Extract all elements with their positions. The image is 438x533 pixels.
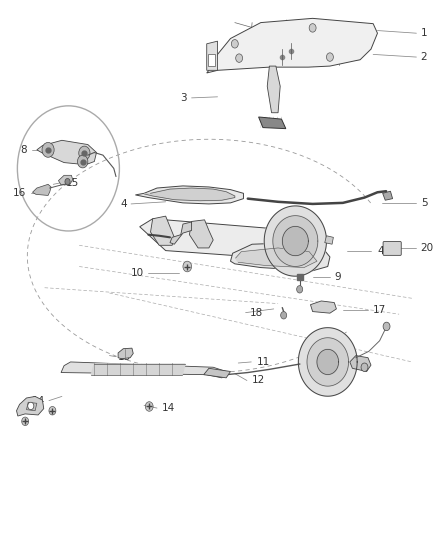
Text: 2: 2: [421, 52, 427, 62]
Circle shape: [281, 312, 287, 319]
Text: 9: 9: [334, 272, 341, 282]
Text: 8: 8: [21, 145, 27, 155]
FancyBboxPatch shape: [383, 241, 401, 255]
Circle shape: [22, 417, 28, 425]
Polygon shape: [208, 54, 215, 66]
Text: 12: 12: [252, 375, 265, 385]
Circle shape: [183, 261, 191, 272]
Text: 1: 1: [421, 28, 427, 38]
Text: 3: 3: [180, 93, 187, 103]
Polygon shape: [298, 328, 357, 396]
Text: 13: 13: [118, 352, 131, 361]
Text: 14: 14: [161, 403, 175, 413]
Polygon shape: [325, 236, 333, 244]
Circle shape: [236, 54, 243, 62]
Polygon shape: [58, 175, 73, 185]
Circle shape: [326, 53, 333, 61]
Text: 18: 18: [250, 308, 263, 318]
Circle shape: [383, 322, 390, 330]
Text: 5: 5: [421, 198, 427, 208]
Polygon shape: [61, 362, 226, 378]
Polygon shape: [273, 216, 318, 266]
Circle shape: [78, 155, 88, 168]
Polygon shape: [189, 220, 213, 248]
Polygon shape: [151, 216, 174, 245]
Circle shape: [65, 179, 70, 185]
Text: 15: 15: [65, 177, 78, 188]
Polygon shape: [207, 41, 218, 70]
Polygon shape: [135, 186, 244, 204]
Text: 4: 4: [378, 246, 384, 256]
Polygon shape: [311, 301, 336, 313]
Polygon shape: [140, 219, 321, 261]
Circle shape: [145, 402, 153, 411]
Circle shape: [297, 286, 303, 293]
Polygon shape: [204, 368, 230, 378]
Polygon shape: [230, 243, 330, 271]
Polygon shape: [32, 184, 51, 196]
Polygon shape: [350, 356, 371, 372]
Polygon shape: [307, 338, 349, 386]
Polygon shape: [264, 206, 326, 276]
Polygon shape: [118, 348, 133, 359]
Circle shape: [79, 146, 90, 160]
Polygon shape: [317, 349, 339, 375]
Text: 4: 4: [120, 199, 127, 209]
Polygon shape: [144, 188, 235, 201]
Polygon shape: [91, 364, 185, 375]
Polygon shape: [207, 18, 378, 73]
Circle shape: [28, 402, 34, 410]
Circle shape: [309, 23, 316, 32]
Text: 7: 7: [155, 232, 161, 243]
Polygon shape: [17, 397, 44, 416]
Polygon shape: [283, 227, 308, 256]
Polygon shape: [267, 66, 280, 113]
Text: 11: 11: [256, 357, 270, 367]
Circle shape: [231, 39, 238, 48]
Text: 17: 17: [373, 305, 386, 315]
Circle shape: [42, 142, 54, 157]
Text: 10: 10: [131, 269, 144, 278]
Polygon shape: [26, 402, 37, 411]
Polygon shape: [170, 222, 191, 244]
Circle shape: [361, 363, 368, 372]
Polygon shape: [236, 248, 317, 268]
Polygon shape: [258, 117, 286, 128]
Circle shape: [49, 407, 56, 415]
Text: 20: 20: [421, 243, 434, 253]
Polygon shape: [383, 191, 392, 200]
Polygon shape: [37, 140, 96, 165]
Text: 16: 16: [13, 188, 26, 198]
Text: 14: 14: [32, 395, 45, 406]
